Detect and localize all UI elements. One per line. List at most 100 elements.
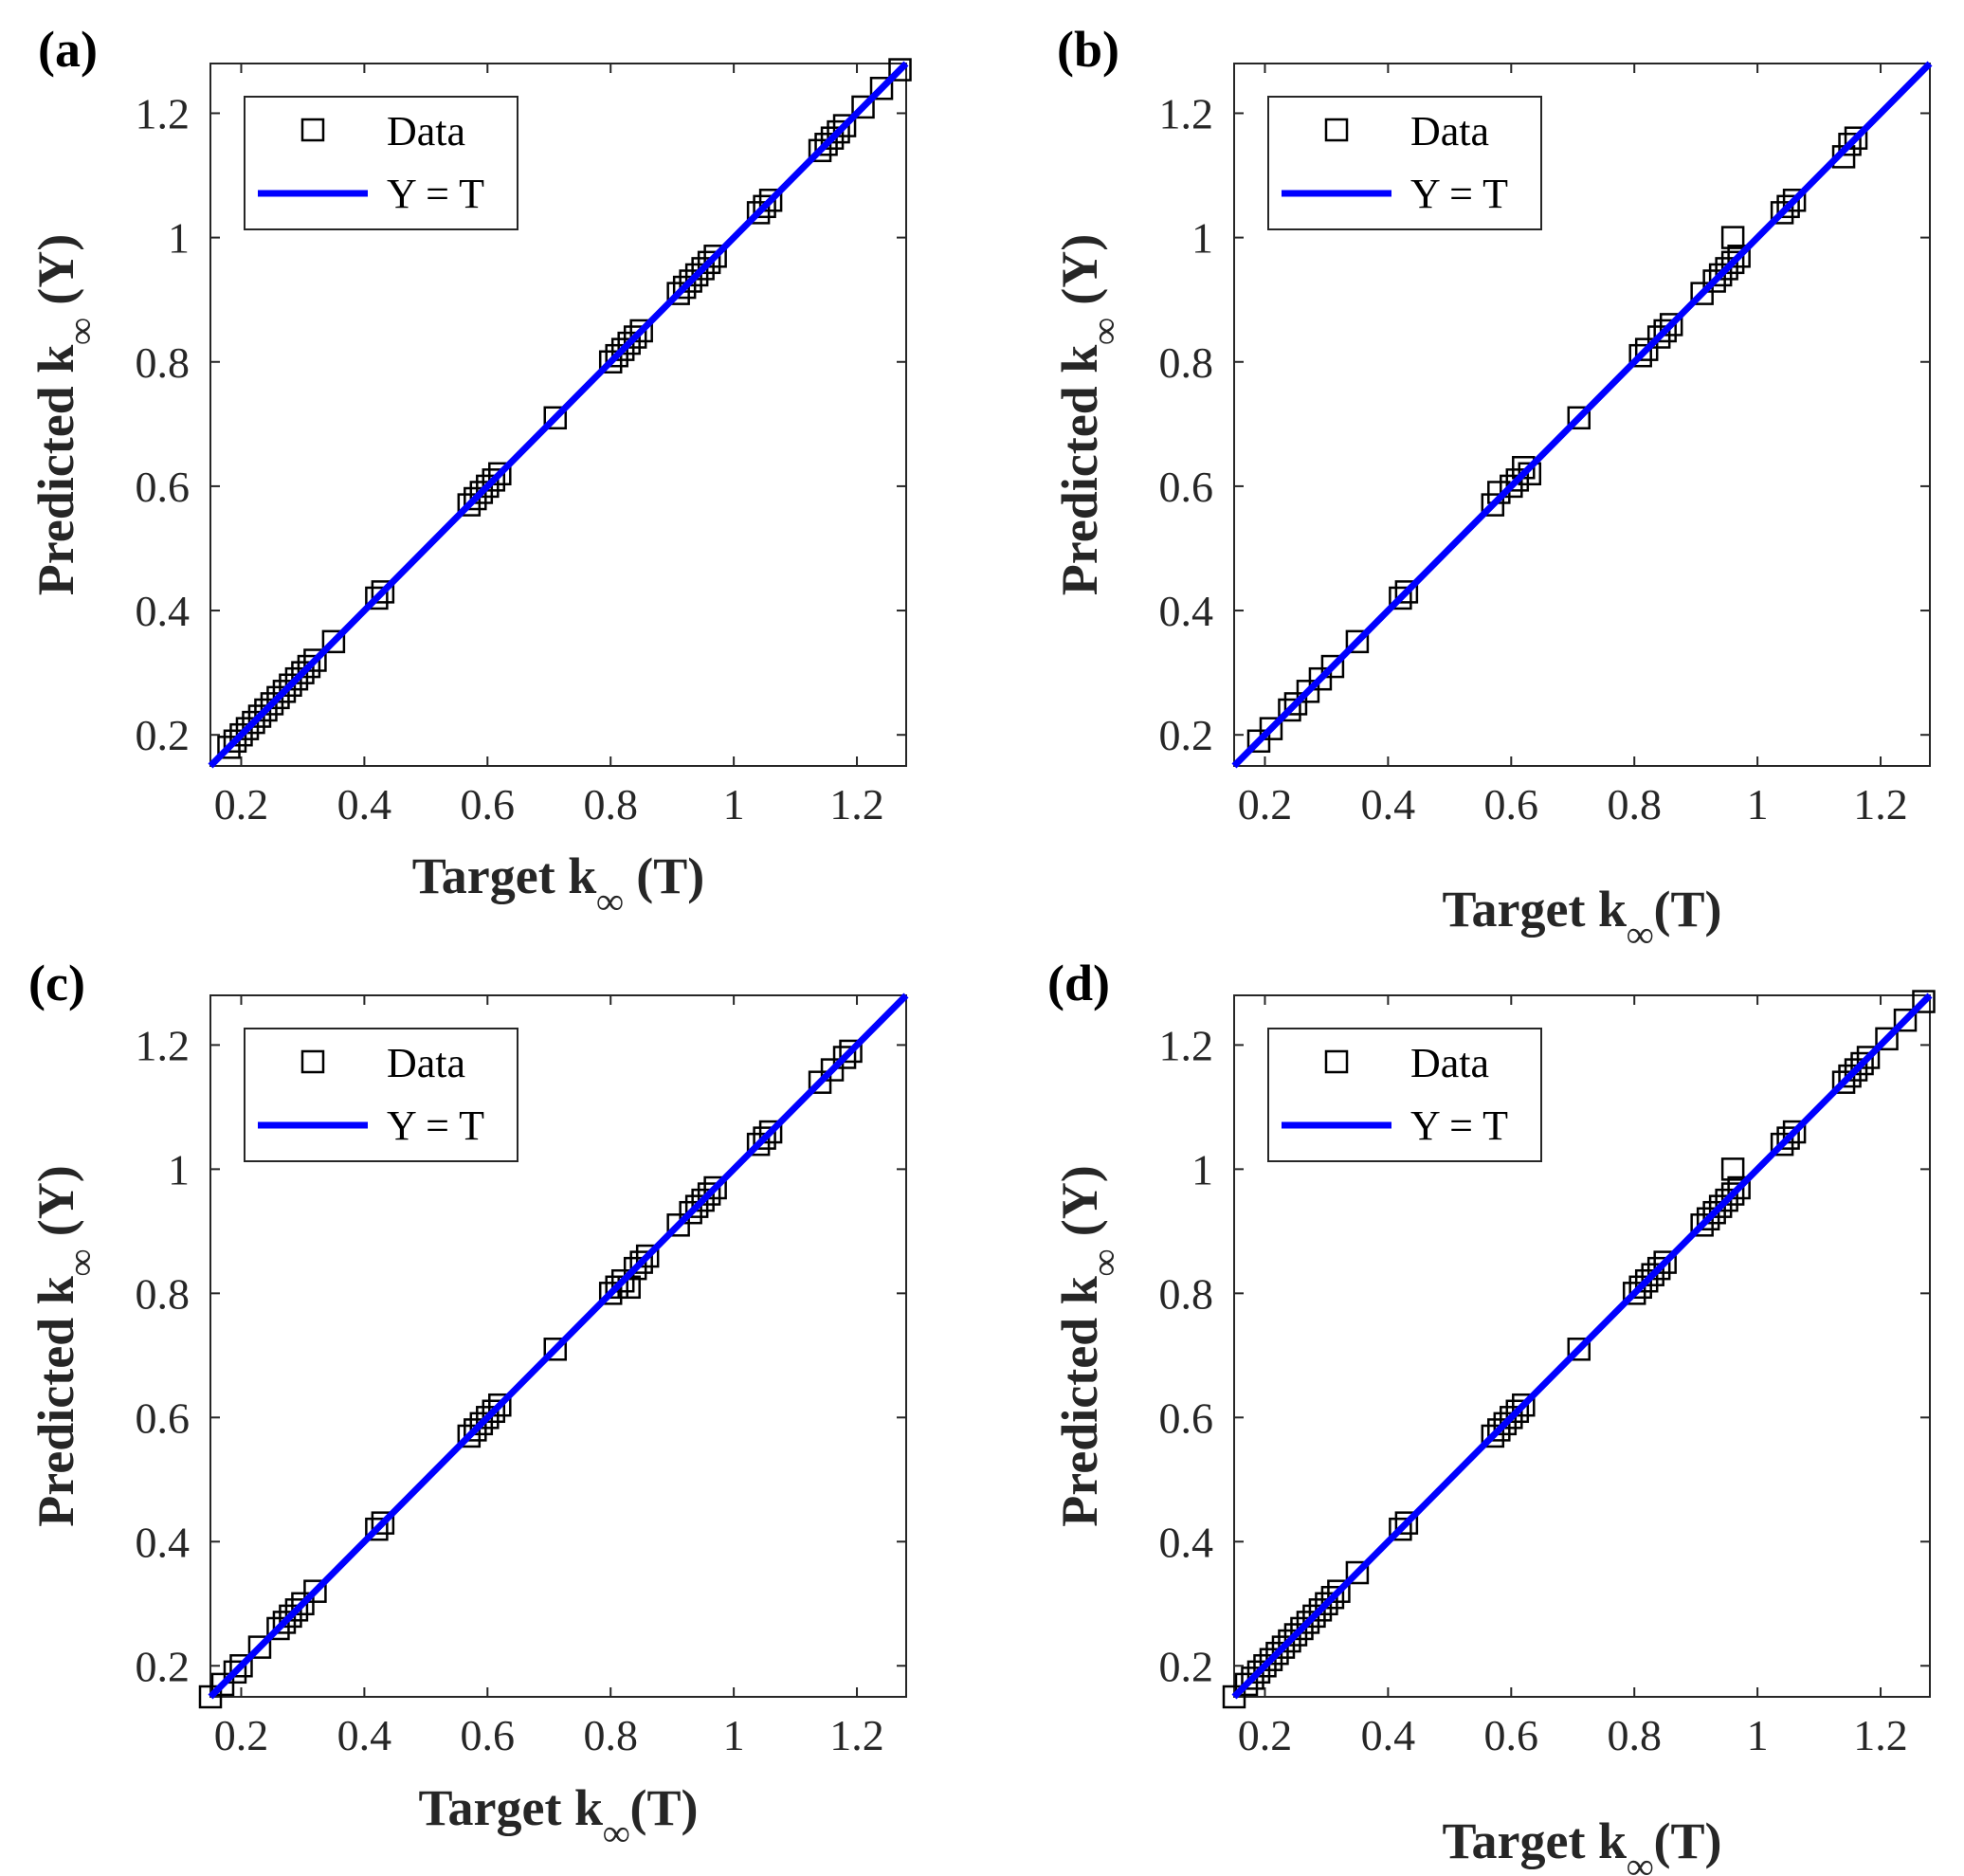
- y-tick-label: 0.2: [1159, 711, 1214, 759]
- data-point: [1320, 654, 1345, 679]
- data-point: [1838, 132, 1862, 156]
- fit-line: [208, 993, 909, 1700]
- data-point: [623, 325, 647, 349]
- legend-marker-icon: [300, 118, 325, 142]
- y-axis-title-main: Predicted k: [1051, 1276, 1108, 1526]
- data-point: [1912, 990, 1936, 1013]
- x-tick-label: 0.4: [337, 780, 392, 829]
- legend-marker-icon: [1324, 118, 1349, 142]
- x-axis-title-sub: ∞: [603, 1812, 630, 1854]
- legend-label-data: Data: [1410, 108, 1489, 155]
- data-point: [888, 58, 912, 82]
- x-tick-label: 1.2: [829, 780, 884, 829]
- data-point: [1628, 1275, 1652, 1300]
- y-axis-title-sub: ∞: [60, 1249, 102, 1277]
- data-point: [260, 692, 284, 716]
- panel-3: 0.2 0.4 0.6 0.8 1 1.2 0.2 0.4 0.6 0.8 1 1.2 Data Y = …: [1047, 955, 1936, 1876]
- legend-box: [1267, 1028, 1542, 1162]
- y-tick-label: 0.8: [1159, 338, 1214, 387]
- x-tick-label: 1: [723, 1711, 745, 1759]
- data-point: [476, 474, 500, 499]
- fit-line: [1231, 993, 1933, 1700]
- x-axis-title-tail: (T): [630, 1779, 699, 1836]
- x-tick-label: 0.6: [461, 1711, 516, 1759]
- data-point: [1394, 1511, 1419, 1535]
- y-axis-title-tail: (Y): [27, 234, 84, 318]
- data-point: [808, 138, 832, 163]
- data-point: [758, 1120, 783, 1144]
- panel-label: (b): [1057, 21, 1119, 78]
- data-point: [297, 654, 321, 679]
- data-point: [605, 1275, 628, 1300]
- data-point: [1856, 1046, 1881, 1069]
- data-point: [210, 1672, 235, 1697]
- y-tick-label: 0.6: [136, 463, 191, 511]
- data-point: [291, 1592, 315, 1616]
- data-point: [617, 331, 641, 355]
- data-point: [469, 1412, 494, 1436]
- x-tick-label: 0.8: [583, 1711, 638, 1759]
- data-point: [235, 717, 260, 740]
- data-point: [703, 245, 727, 268]
- x-tick-label: 1.2: [1853, 780, 1908, 829]
- panel-label: (a): [38, 21, 98, 78]
- y-axis-title-sub: ∞: [60, 318, 102, 345]
- data-point: [808, 1070, 832, 1094]
- data-point: [869, 76, 894, 100]
- data-point: [1241, 1667, 1264, 1690]
- data-point: [1850, 1051, 1874, 1076]
- data-point: [1345, 629, 1370, 654]
- data-point: [1567, 1338, 1591, 1361]
- data-point: [1844, 126, 1868, 150]
- data-point: [1481, 1424, 1505, 1448]
- data-point: [1875, 1027, 1899, 1051]
- data-point: [1283, 692, 1308, 716]
- y-tick-label: 1.2: [136, 1021, 191, 1069]
- data-point: [266, 1616, 290, 1641]
- data-point: [321, 629, 346, 654]
- legend-label-fit: Y = T: [387, 171, 484, 217]
- data-point: [758, 189, 783, 212]
- data-point: [666, 1213, 690, 1237]
- data-point: [703, 1175, 727, 1200]
- legend-box: [244, 1028, 518, 1162]
- data-point: [1481, 493, 1505, 517]
- data-point: [1702, 1200, 1726, 1225]
- data-point: [482, 468, 506, 492]
- legend-label-fit: Y = T: [1410, 1102, 1508, 1149]
- y-axis-title-main: Predicted k: [27, 345, 84, 595]
- x-tick-label: 0.4: [1361, 1711, 1416, 1759]
- data-point: [1512, 1393, 1536, 1417]
- data-point: [1628, 343, 1652, 368]
- legend-label-data: Data: [387, 108, 465, 155]
- data-point: [1715, 1188, 1738, 1212]
- x-axis-title-main: Target k: [1442, 1812, 1627, 1869]
- data-point: [1308, 666, 1333, 691]
- data-point: [488, 462, 512, 486]
- data-point: [1838, 1064, 1862, 1088]
- data-point: [1720, 1157, 1745, 1181]
- axes-box: [1233, 63, 1931, 767]
- data-point: [697, 1182, 721, 1206]
- data-point: [691, 257, 715, 281]
- y-tick-label: 0.8: [136, 1269, 191, 1318]
- legend-box: [244, 96, 518, 230]
- data-point: [464, 1418, 487, 1442]
- data-point: [1271, 1635, 1296, 1659]
- panel-0: 0.2 0.4 0.6 0.8 1 1.2 0.2 0.4 0.6 0.8 1 1.2 Data Y = …: [27, 21, 912, 922]
- x-axis-title: Target k∞(T): [418, 1779, 698, 1854]
- y-tick-label: 1.2: [1159, 1021, 1214, 1069]
- data-point: [1720, 250, 1745, 275]
- data-point: [1720, 226, 1745, 249]
- x-tick-label: 0.2: [1238, 780, 1293, 829]
- x-axis-title-tail: (T): [624, 847, 704, 904]
- panel-1: 0.2 0.4 0.6 0.8 1 1.2 0.2 0.4 0.6 0.8 1 1.2 Data Y = …: [1051, 21, 1933, 956]
- y-axis-title-tail: (Y): [1051, 234, 1108, 318]
- x-axis-title: Target k∞(T): [1442, 1812, 1721, 1876]
- data-point: [1641, 1263, 1664, 1286]
- data-point: [1234, 1672, 1259, 1697]
- data-point: [1296, 680, 1320, 703]
- y-tick-label: 0.2: [136, 1642, 191, 1690]
- data-point: [198, 1685, 223, 1709]
- data-point: [254, 698, 278, 722]
